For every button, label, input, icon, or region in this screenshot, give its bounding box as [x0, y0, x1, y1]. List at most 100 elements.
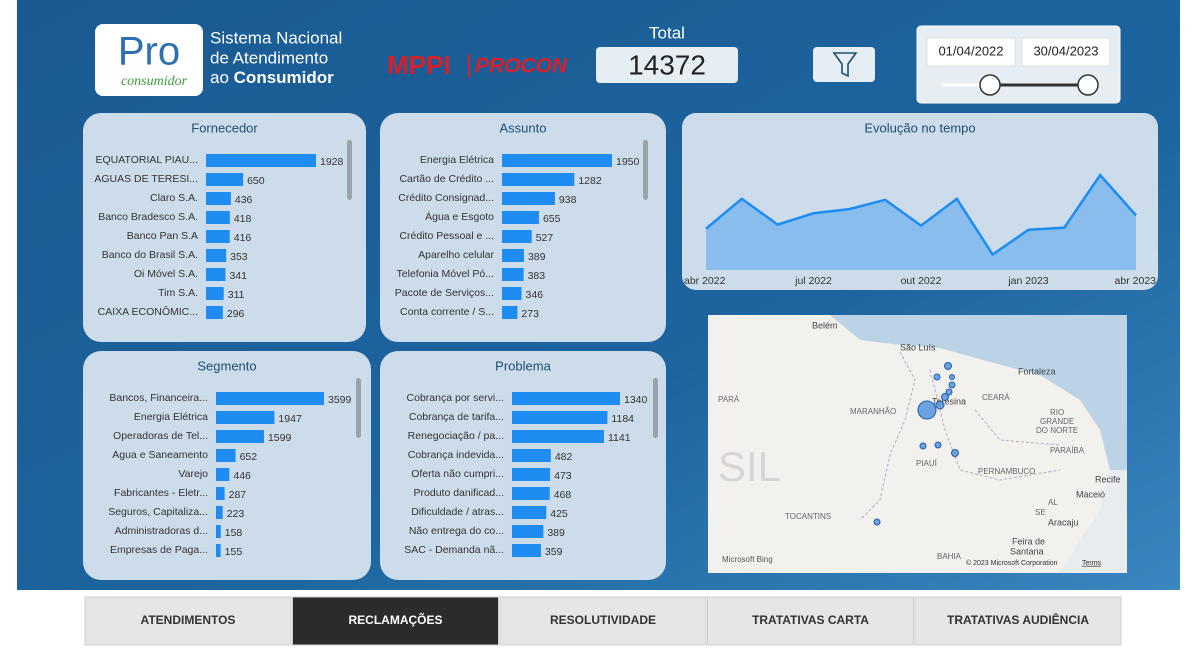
map-terms[interactable]: Terms — [1082, 560, 1102, 567]
total-label: Total — [649, 23, 685, 42]
panel — [380, 113, 666, 342]
filter-button[interactable] — [813, 47, 875, 82]
bar-value: 223 — [227, 508, 245, 520]
tab-label[interactable]: TRATATIVAS CARTA — [752, 613, 869, 627]
tab-label[interactable]: ATENDIMENTOS — [141, 613, 236, 627]
map-bubble — [945, 388, 953, 396]
slider-handle[interactable] — [1077, 74, 1099, 96]
title-bold: Consumidor — [234, 68, 334, 87]
map-label: RIO — [1050, 408, 1064, 417]
borders — [859, 351, 1061, 521]
map-label: Belém — [812, 320, 838, 330]
bar — [502, 306, 518, 319]
bar-label: AGUAS DE TERESI... — [94, 173, 198, 185]
slider-handle[interactable] — [979, 74, 1001, 96]
bar-value: 527 — [536, 232, 554, 244]
bar-value: 1950 — [616, 156, 640, 168]
brand-mppi: MPPI — [387, 50, 451, 80]
panel — [83, 351, 371, 580]
bar-value: 346 — [526, 289, 544, 301]
map-bubble — [919, 442, 927, 450]
bar — [216, 392, 324, 405]
map-bubble — [873, 518, 881, 526]
bar — [502, 268, 524, 281]
map-label: PERNAMBUCO — [978, 467, 1035, 476]
panel-title: Fornecedor — [191, 120, 258, 135]
tab[interactable] — [292, 596, 499, 646]
bar-label: Cobrança indevida... — [408, 449, 504, 461]
scrollbar — [356, 378, 361, 438]
bar-value: 655 — [543, 213, 561, 225]
bar — [512, 468, 551, 481]
bar-label: Fabricantes - Eletr... — [114, 487, 208, 499]
bar — [206, 173, 244, 186]
bar-value: 1282 — [578, 175, 602, 187]
date-start: 01/04/2022 — [938, 43, 1003, 58]
bar-label: Bancos, Financeira... — [109, 392, 208, 404]
bar — [206, 287, 224, 300]
bar-label: Conta corrente / S... — [400, 306, 494, 318]
bar-value: 425 — [550, 508, 568, 520]
tab[interactable] — [914, 596, 1122, 646]
bar-value: 287 — [229, 489, 247, 501]
map-bubble — [949, 374, 955, 380]
bar — [502, 230, 532, 243]
bar-value: 1599 — [268, 432, 292, 444]
map-bubble — [941, 393, 949, 401]
tab-label[interactable]: RECLAMAÇÕES — [348, 612, 442, 627]
bar — [206, 154, 316, 167]
map-label: GRANDE — [1040, 417, 1074, 426]
map-label: PARAÍBA — [1050, 446, 1085, 455]
scrollbar — [347, 140, 352, 200]
map-label: PARÁ — [718, 395, 740, 404]
bar-value: 652 — [240, 451, 258, 463]
bar — [216, 468, 230, 481]
bar-value: 1928 — [320, 156, 344, 168]
date-start-box[interactable] — [926, 37, 1016, 67]
bar-label: Banco do Brasil S.A. — [102, 249, 198, 261]
bar-label: Crédito Pessoal e ... — [399, 230, 494, 242]
tab[interactable] — [84, 596, 292, 646]
bar-value: 1947 — [278, 413, 302, 425]
bar — [216, 487, 225, 500]
bar-label: Aparelho celular — [418, 249, 494, 261]
tab-label[interactable]: TRATATIVAS AUDIÊNCIA — [947, 612, 1089, 627]
filter-box[interactable] — [813, 47, 875, 82]
tab-label[interactable]: RESOLUTIVIDADE — [550, 613, 656, 627]
bar-value: 311 — [228, 289, 245, 301]
bar — [502, 192, 555, 205]
bar-label: Dificuldade / atras... — [411, 506, 504, 518]
bar-value: 436 — [235, 194, 253, 206]
filter-icon — [832, 52, 858, 78]
bar-label: Varejo — [178, 468, 208, 480]
tab[interactable] — [499, 596, 707, 646]
map-label: PIAUÍ — [916, 459, 938, 468]
logo-main: Pro — [118, 30, 180, 74]
bar — [502, 173, 575, 186]
system-title: de Atendimento — [210, 48, 328, 67]
bar — [216, 544, 221, 557]
x-tick-label: out 2022 — [901, 275, 942, 287]
bar-value: 1184 — [611, 413, 634, 425]
bar-label: EQUATORIAL PIAU... — [96, 154, 199, 166]
bar-value: 155 — [225, 546, 243, 558]
bar — [206, 211, 230, 224]
map-label: AL — [1048, 498, 1058, 507]
bar-label: Banco Bradesco S.A. — [98, 211, 198, 223]
bar-value: 473 — [554, 470, 572, 482]
bar-value: 416 — [234, 232, 252, 244]
bar — [512, 525, 544, 538]
map-bubble — [948, 381, 956, 389]
bar — [512, 544, 541, 557]
map-label: SE — [1035, 508, 1046, 517]
scrollbar — [653, 378, 658, 438]
bar — [502, 211, 539, 224]
date-end-box[interactable] — [1021, 37, 1111, 67]
timeline-title: Evolução no tempo — [864, 120, 975, 135]
tab[interactable] — [707, 596, 914, 646]
bar — [512, 487, 550, 500]
map-label: MARANHÃO — [850, 407, 896, 416]
bar-label: Pacote de Serviços... — [395, 287, 494, 299]
title-prefix: ao — [210, 68, 229, 87]
